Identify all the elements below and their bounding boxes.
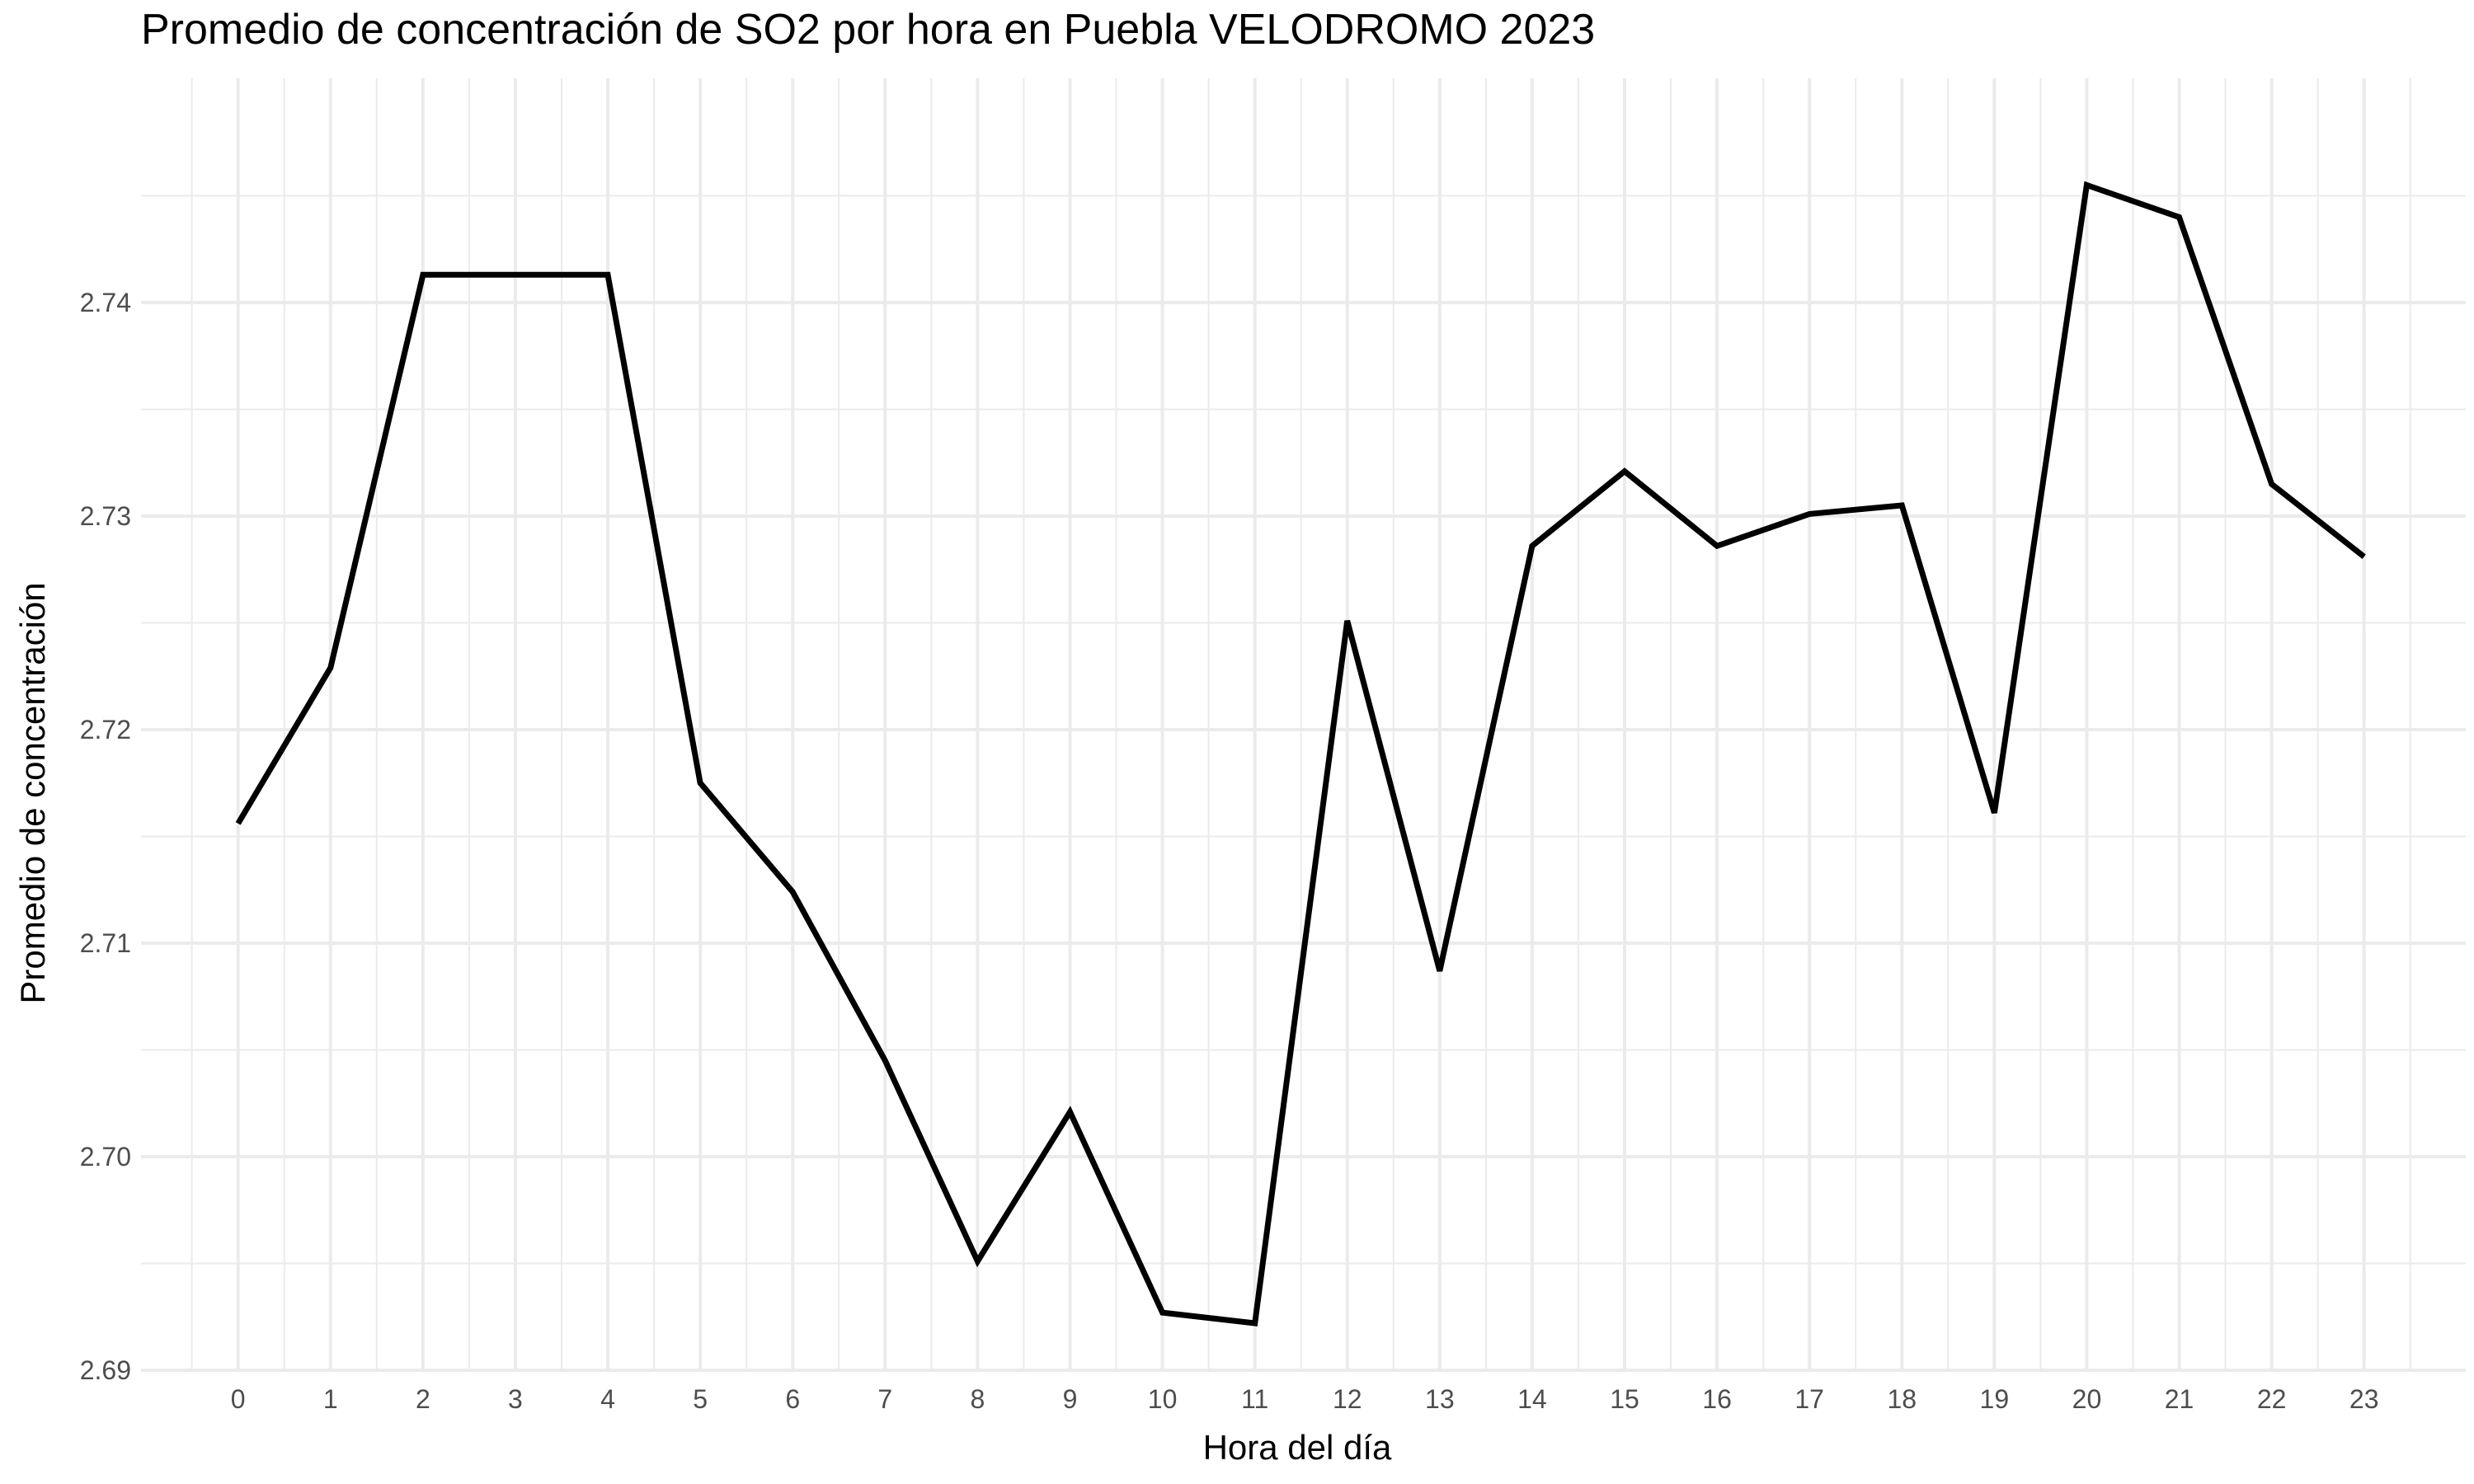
x-tick-label: 18 bbox=[1887, 1384, 1917, 1414]
x-tick-label: 7 bbox=[877, 1384, 892, 1414]
x-tick-label: 23 bbox=[2349, 1384, 2379, 1414]
x-axis-title: Hora del día bbox=[1203, 1428, 1392, 1467]
x-tick-label: 4 bbox=[600, 1384, 615, 1414]
y-axis-title: Promedio de concentración bbox=[13, 582, 52, 1003]
x-tick-label: 3 bbox=[508, 1384, 523, 1414]
y-tick-label: 2.74 bbox=[80, 288, 131, 317]
x-tick-label: 0 bbox=[231, 1384, 246, 1414]
x-tick-label: 11 bbox=[1241, 1384, 1268, 1414]
x-tick-label: 21 bbox=[2165, 1384, 2194, 1414]
x-tick-label: 15 bbox=[1610, 1384, 1639, 1414]
y-tick-label: 2.69 bbox=[80, 1355, 131, 1385]
x-tick-label: 8 bbox=[970, 1384, 985, 1414]
y-tick-label: 2.70 bbox=[80, 1142, 131, 1172]
x-axis-ticks: 0 1 2 3 4 5 6 7 8 9 10 11 12 13 14 15 16 17 18 19 20 21 22 23 bbox=[231, 1384, 2379, 1414]
x-tick-label: 10 bbox=[1148, 1384, 1178, 1414]
grid-lines bbox=[141, 78, 2466, 1372]
y-tick-label: 2.73 bbox=[80, 501, 131, 531]
x-tick-label: 16 bbox=[1702, 1384, 1732, 1414]
x-tick-label: 9 bbox=[1063, 1384, 1078, 1414]
x-tick-label: 14 bbox=[1517, 1384, 1547, 1414]
y-tick-label: 2.71 bbox=[80, 928, 131, 958]
y-tick-label: 2.72 bbox=[80, 715, 131, 744]
x-tick-label: 20 bbox=[2072, 1384, 2102, 1414]
series-line bbox=[235, 181, 2366, 1327]
x-tick-label: 1 bbox=[323, 1384, 338, 1414]
x-tick-label: 13 bbox=[1425, 1384, 1455, 1414]
x-tick-label: 17 bbox=[1794, 1384, 1824, 1414]
x-tick-label: 19 bbox=[1980, 1384, 2010, 1414]
data-series bbox=[235, 181, 2366, 1327]
x-tick-label: 22 bbox=[2257, 1384, 2287, 1414]
x-tick-label: 6 bbox=[785, 1384, 800, 1414]
x-tick-label: 5 bbox=[693, 1384, 708, 1414]
x-tick-label: 2 bbox=[416, 1384, 430, 1414]
x-tick-label: 12 bbox=[1333, 1384, 1362, 1414]
y-axis-ticks: 2.69 2.70 2.71 2.72 2.73 2.74 bbox=[80, 288, 131, 1385]
chart-title: Promedio de concentración de SO2 por hor… bbox=[141, 6, 1596, 54]
